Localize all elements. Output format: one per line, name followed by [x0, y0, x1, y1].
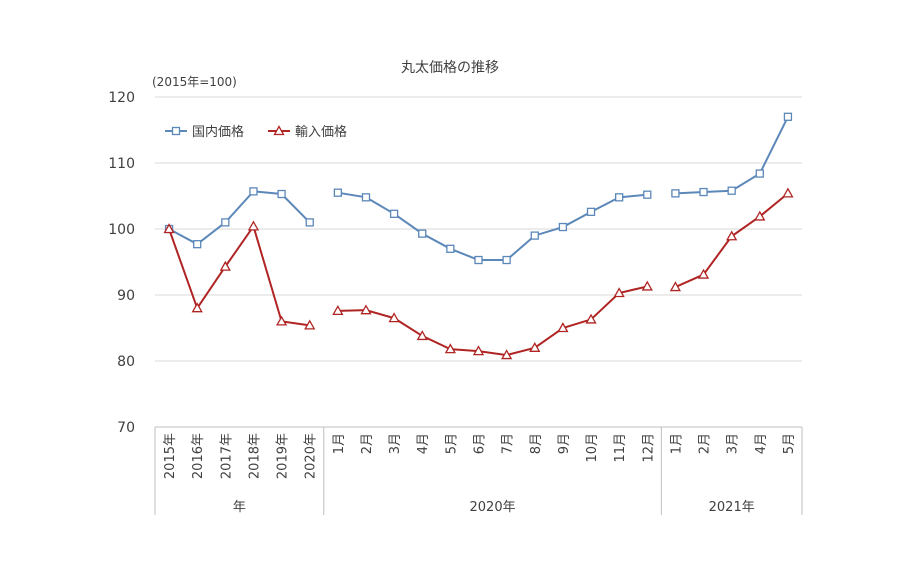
data-point: [754, 210, 766, 221]
data-point: [641, 280, 653, 291]
data-point: [474, 255, 483, 265]
data-point: [755, 169, 764, 178]
data-point: [557, 322, 569, 333]
data-point: [389, 209, 399, 218]
data-point: [501, 349, 513, 360]
data-point: [221, 218, 230, 227]
chart-title: 丸太価格の推移: [401, 60, 499, 76]
data-point: [502, 255, 511, 265]
data-point: [444, 343, 456, 354]
x-tick-label: 2月: [698, 433, 713, 454]
y-tick-label: 110: [108, 156, 135, 172]
y-tick-label: 70: [117, 420, 135, 436]
x-tick-label: 4月: [754, 433, 769, 454]
data-point: [332, 305, 344, 315]
data-point: [275, 315, 288, 326]
group-label: 2021年: [709, 500, 755, 515]
data-point: [697, 268, 710, 279]
series-line-segment: [337, 191, 648, 262]
y-axis-tick-labels: 70 80 90 100 110 120: [108, 90, 135, 436]
series-lines: [163, 112, 794, 360]
series-1: [163, 187, 794, 360]
data-point: [304, 319, 316, 330]
gridlines: [155, 96, 802, 362]
y-tick-label: 90: [117, 288, 135, 304]
data-point: [163, 223, 175, 234]
data-point: [388, 312, 400, 323]
x-axis: 2015年 2016年 2017年 2018年 2019年 2020年 1月 2月 3月 4月 5月…: [154, 426, 803, 515]
legend-label: 輸入価格: [295, 124, 347, 140]
x-tick-label: 3月: [388, 433, 403, 454]
legend-marker: [273, 125, 285, 136]
unit-note: (2015年=100): [152, 75, 237, 89]
y-tick-label: 120: [108, 90, 135, 106]
data-point: [699, 187, 708, 197]
series-0: [164, 112, 793, 265]
x-tick-label: 1月: [332, 433, 347, 454]
data-point: [613, 287, 625, 298]
x-tick-label: 6月: [473, 433, 488, 454]
data-point: [305, 218, 314, 227]
data-point: [333, 188, 342, 197]
data-point: [249, 187, 258, 196]
x-tick-label: 2020年: [304, 433, 319, 479]
data-point: [418, 229, 427, 238]
x-tick-label: 3月: [726, 433, 741, 454]
data-point: [585, 313, 597, 324]
data-point: [558, 222, 568, 232]
data-point: [726, 230, 738, 241]
series-line-segment: [168, 190, 311, 246]
x-tick-label: 12月: [641, 433, 656, 463]
data-point: [586, 207, 596, 216]
series-line-segment: [675, 116, 789, 195]
data-point: [360, 304, 372, 315]
x-tick-label: 1月: [669, 433, 684, 454]
x-tick-label: 5月: [782, 433, 797, 454]
data-point: [530, 231, 539, 240]
data-point: [615, 193, 624, 202]
data-point: [727, 186, 736, 195]
data-point: [669, 281, 682, 292]
group-label: 年: [233, 500, 246, 515]
data-point: [219, 260, 231, 271]
data-point: [193, 240, 202, 249]
series-line-segment: [168, 224, 310, 327]
data-point: [472, 345, 485, 356]
x-tick-label: 9月: [557, 433, 572, 454]
x-tick-label: 2月: [360, 433, 375, 454]
data-point: [643, 190, 652, 199]
x-tick-label: 8月: [529, 433, 544, 454]
y-tick-label: 100: [108, 222, 135, 238]
data-point: [247, 220, 260, 231]
x-tick-label: 2016年: [191, 433, 206, 479]
x-tick-label: 7月: [501, 433, 516, 454]
data-point: [361, 193, 371, 202]
data-point: [191, 302, 203, 313]
legend-label: 国内価格: [192, 124, 244, 140]
data-point: [416, 330, 428, 341]
legend: 国内価格 輸入価格: [165, 124, 347, 140]
data-point: [671, 189, 680, 198]
x-tick-label: 2017年: [219, 433, 234, 479]
group-label: 2020年: [470, 500, 516, 515]
series-line-segment: [337, 285, 648, 357]
y-tick-label: 80: [117, 354, 135, 370]
x-tick-label: 2019年: [276, 433, 291, 479]
data-point: [782, 187, 794, 198]
data-point: [446, 244, 455, 253]
x-tick-label: 2015年: [163, 433, 178, 479]
x-tick-label: 4月: [416, 433, 431, 454]
x-tick-label: 5月: [444, 433, 459, 454]
data-point: [277, 189, 286, 199]
data-point: [529, 341, 541, 352]
x-tick-label: 2018年: [247, 433, 262, 479]
x-tick-label: 11月: [613, 433, 628, 463]
x-tick-label: 10月: [585, 433, 600, 463]
data-point: [783, 112, 793, 121]
legend-marker: [171, 126, 181, 136]
